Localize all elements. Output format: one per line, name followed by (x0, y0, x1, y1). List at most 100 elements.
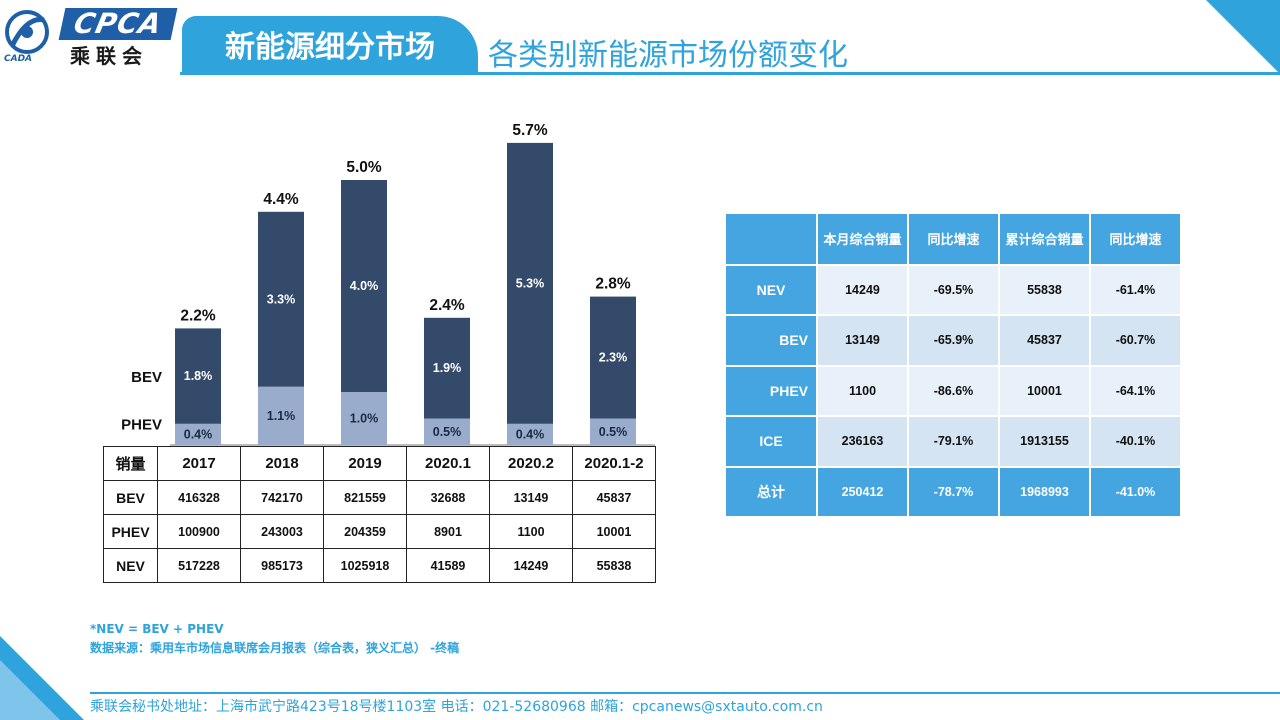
summary-table-row: ICE 236163 -79.1% 1913155 -40.1% (726, 416, 1182, 468)
legend-phev: PHEV (121, 416, 162, 433)
nev-share-stacked-bar-chart: 0.4% 1.8% 2.2% 1.1% 3.3% 4.4% 1.0% 4.0% 5.0% 0.5%… (121, 122, 655, 446)
volume-table-cell: NEV (103, 548, 158, 583)
data-label-bev-2019: 4.0% (350, 279, 379, 293)
volume-table-cell: 销量 (103, 446, 158, 481)
bar-bev-2017 (175, 328, 221, 424)
volume-table-cell: 243003 (240, 514, 324, 549)
data-label-phev-2020.1: 0.5% (433, 425, 462, 439)
volume-table-cell: 1025918 (323, 548, 407, 583)
summary-table-cell: 总计 (726, 466, 818, 518)
legend-bev: BEV (131, 369, 162, 386)
volume-table-cell: BEV (103, 480, 158, 515)
summary-table-cell: 55838 (999, 264, 1091, 316)
summary-table-cell: -41.0% (1090, 466, 1182, 518)
volume-table-cell: 985173 (240, 548, 324, 583)
volume-table-cell: 10001 (572, 514, 656, 549)
volume-table-cell: 100900 (157, 514, 241, 549)
bar-phev-2018 (258, 386, 304, 445)
summary-table-cell: 45837 (999, 315, 1091, 367)
volume-table-cell: 14249 (489, 548, 573, 583)
summary-table-cell: 1968993 (999, 466, 1091, 518)
logo-cn-text: 乘联会 (70, 44, 148, 68)
volume-table-cell: 1100 (489, 514, 573, 549)
summary-table-row: BEV 13149 -65.9% 45837 -60.7% (726, 315, 1182, 367)
volume-table-cell: 55838 (572, 548, 656, 583)
volume-table-row: BEV 416328 742170 821559 32688 13149 45837 (103, 480, 656, 515)
summary-table-cell: 13149 (817, 315, 909, 367)
total-label-2020.1: 2.4% (429, 297, 465, 314)
data-label-bev-2020.2: 5.3% (516, 276, 545, 290)
total-label-2017: 2.2% (180, 307, 216, 324)
footer-divider (90, 692, 1280, 694)
volume-table-row: NEV 517228 985173 1025918 41589 14249 55838 (103, 548, 656, 583)
summary-table-cell: BEV (726, 315, 818, 367)
data-label-phev-2017: 0.4% (184, 427, 213, 441)
summary-table-row: 总计 250412 -78.7% 1968993 -41.0% (726, 466, 1182, 518)
corner-decoration-bottom-left-inner (0, 660, 60, 720)
summary-table-cell: 236163 (817, 416, 909, 468)
summary-table-cell: -40.1% (1090, 416, 1182, 468)
summary-table-cell: -69.5% (908, 264, 1000, 316)
volume-table-header: 销量 2017 2018 2019 2020.1 2020.2 2020.1-2 (103, 446, 656, 481)
bar-bev-2019 (341, 180, 387, 392)
bar-phev-2020.1-2 (590, 418, 636, 445)
data-label-phev-2018: 1.1% (267, 409, 296, 423)
summary-header-cell: 本月综合销量 (817, 214, 909, 266)
volume-table-cell: 32688 (406, 480, 490, 515)
summary-table-cell: 250412 (817, 466, 909, 518)
volume-table-cell: 2020.1 (406, 446, 490, 481)
volume-table-cell: 2020.2 (489, 446, 573, 481)
volume-table-cell: 742170 (240, 480, 324, 515)
logo-sub-text: CADA (4, 54, 33, 64)
volume-table-cell: 2020.1-2 (572, 446, 656, 481)
summary-table-cell: 10001 (999, 365, 1091, 417)
total-label-2019: 5.0% (346, 159, 382, 176)
corner-decoration-top-right (1206, 0, 1280, 74)
summary-table-header: 本月综合销量 同比增速 累计综合销量 同比增速 (726, 214, 1182, 266)
volume-table-cell: 8901 (406, 514, 490, 549)
bar-bev-2020.1-2 (590, 296, 636, 419)
volume-table-cell: 204359 (323, 514, 407, 549)
summary-header-cell: 同比增速 (1090, 214, 1182, 266)
summary-table-cell: 14249 (817, 264, 909, 316)
volume-table-cell: 2019 (323, 446, 407, 481)
page-title: 各类别新能源市场份额变化 (488, 38, 848, 73)
summary-table-cell: -64.1% (1090, 365, 1182, 417)
total-label-2020.2: 5.7% (512, 122, 548, 139)
total-label-2018: 4.4% (263, 191, 299, 208)
summary-table-cell: 1100 (817, 365, 909, 417)
volume-table-cell: PHEV (103, 514, 158, 549)
volume-table-cell: 13149 (489, 480, 573, 515)
summary-table-cell: -79.1% (908, 416, 1000, 468)
logo-text: CPCA (58, 7, 178, 40)
volume-table-cell: 416328 (157, 480, 241, 515)
volume-table-cell: 45837 (572, 480, 656, 515)
bar-phev-2017 (175, 423, 221, 445)
data-label-phev-2020.1-2: 0.5% (599, 425, 628, 439)
summary-table-cell: -86.6% (908, 365, 1000, 417)
header-divider (180, 72, 1280, 75)
summary-table: 本月综合销量 同比增速 累计综合销量 同比增速 NEV 14249 -69.5% 55838-… (726, 214, 1182, 518)
volume-table-row: PHEV 100900 243003 204359 8901 1100 10001 (103, 514, 656, 549)
data-label-bev-2017: 1.8% (184, 369, 213, 383)
data-label-phev-2019: 1.0% (350, 412, 379, 426)
volume-table-cell: 41589 (406, 548, 490, 583)
summary-table-row: PHEV 1100 -86.6% 10001 -64.1% (726, 365, 1182, 417)
bar-bev-2020.1 (424, 317, 470, 419)
bar-phev-2020.1 (424, 418, 470, 445)
cpca-logo: CPCA 乘联会 CADA (0, 0, 178, 70)
sales-volume-table: 销量 2017 2018 2019 2020.1 2020.2 2020.1-2 BEV 416… (103, 446, 656, 583)
section-tab: 新能源细分市场 (182, 16, 478, 74)
volume-table-cell: 2017 (157, 446, 241, 481)
data-label-bev-2020.1-2: 2.3% (599, 351, 628, 365)
data-label-bev-2020.1: 1.9% (433, 361, 462, 375)
data-label-phev-2020.2: 0.4% (516, 427, 545, 441)
data-label-bev-2018: 3.3% (267, 292, 296, 306)
summary-table-cell: -60.7% (1090, 315, 1182, 367)
summary-table-cell: -61.4% (1090, 264, 1182, 316)
summary-table-cell: PHEV (726, 365, 818, 417)
formula-note: *NEV = BEV + PHEV (90, 622, 224, 636)
summary-table-row: NEV 14249 -69.5% 55838 -61.4% (726, 264, 1182, 316)
bar-bev-2020.2 (507, 142, 553, 424)
volume-table-cell: 2018 (240, 446, 324, 481)
